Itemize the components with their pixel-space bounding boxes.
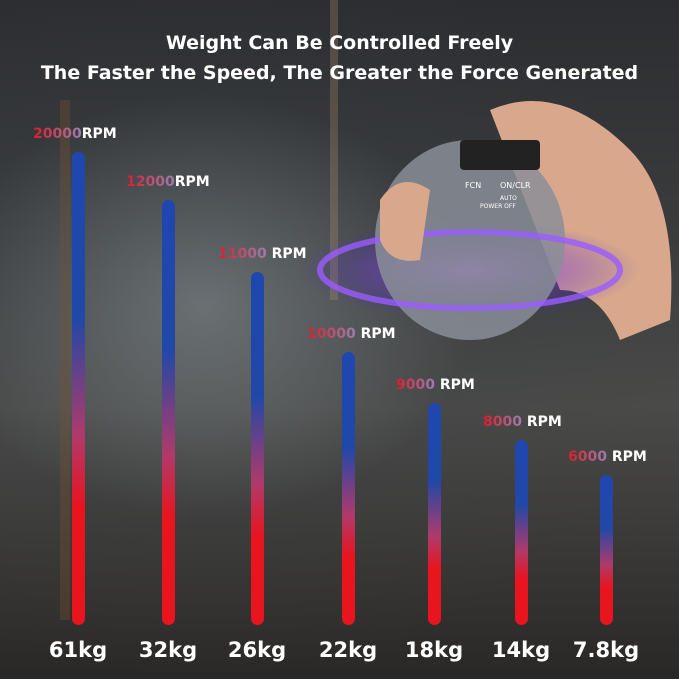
- background-beam: [330, 0, 338, 300]
- rpm-unit: RPM: [606, 449, 647, 465]
- bar-14kg: [515, 440, 528, 625]
- rpm-value: 20000: [33, 126, 82, 142]
- rpm-value: 12000: [126, 174, 175, 190]
- rpm-value: 9000: [396, 377, 435, 393]
- rpm-unit: RPM: [355, 326, 396, 342]
- bar-61kg: [72, 152, 85, 625]
- rpm-label: 9000 RPM: [396, 377, 475, 393]
- rpm-value: 8000: [483, 414, 522, 430]
- rpm-label: 11000 RPM: [218, 246, 307, 262]
- rpm-label: 8000 RPM: [483, 414, 562, 430]
- weight-label: 26kg: [227, 638, 287, 662]
- onclr-label: ON/CLR: [500, 181, 531, 190]
- rpm-unit: RPM: [266, 246, 307, 262]
- title-line-2: The Faster the Speed, The Greater the Fo…: [40, 62, 639, 84]
- rpm-unit: RPM: [434, 377, 475, 393]
- bar-7.8kg: [600, 475, 613, 625]
- auto-label: AUTO: [500, 195, 517, 202]
- fcn-label: FCN: [465, 181, 481, 190]
- rpm-label: 12000RPM: [126, 174, 210, 190]
- power-off-label: POWER OFF: [480, 203, 516, 210]
- weight-label: 14kg: [491, 638, 551, 662]
- bar-18kg: [428, 403, 441, 625]
- rpm-unit: RPM: [521, 414, 562, 430]
- weight-label: 61kg: [48, 638, 108, 662]
- weight-label: 18kg: [404, 638, 464, 662]
- rpm-value: 6000: [568, 449, 607, 465]
- bar-26kg: [251, 272, 264, 625]
- background-beam: [60, 100, 70, 620]
- rpm-unit: RPM: [174, 174, 210, 190]
- weight-label: 7.8kg: [572, 638, 640, 662]
- rpm-label: 20000RPM: [33, 126, 117, 142]
- rpm-label: 10000 RPM: [307, 326, 396, 342]
- weight-label: 22kg: [318, 638, 378, 662]
- bar-22kg: [342, 352, 355, 625]
- title-line-1: Weight Can Be Controlled Freely: [165, 32, 514, 54]
- rpm-label: 6000 RPM: [568, 449, 647, 465]
- rpm-value: 11000: [218, 246, 267, 262]
- bar-32kg: [162, 200, 175, 625]
- gyro-ball-product-image: FCN ON/CLR AUTO POWER OFF: [300, 101, 672, 340]
- rpm-value: 10000: [307, 326, 356, 342]
- weight-label: 32kg: [138, 638, 198, 662]
- rpm-unit: RPM: [81, 126, 117, 142]
